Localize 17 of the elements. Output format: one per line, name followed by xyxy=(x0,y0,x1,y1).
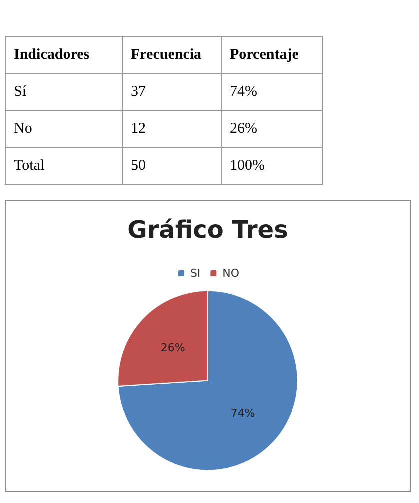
text: Indicadores xyxy=(6,36,122,74)
text: 100% xyxy=(222,148,322,184)
text: 37 xyxy=(122,74,222,110)
legend-label: NO xyxy=(222,267,240,280)
text: No xyxy=(6,110,122,148)
text: Frecuencia xyxy=(122,36,222,74)
text: 26% xyxy=(222,110,322,148)
data-label: 74% xyxy=(230,407,256,420)
text: Porcentaje xyxy=(222,36,322,74)
text: 74% xyxy=(222,74,322,110)
text: 12 xyxy=(122,110,222,148)
chart-title: Gráfico Tres xyxy=(128,216,288,244)
text: Sí xyxy=(6,74,122,110)
legend-label: SI xyxy=(190,267,201,280)
text: 50 xyxy=(122,148,222,184)
text: Total xyxy=(6,148,122,184)
data-label: 26% xyxy=(160,341,186,354)
